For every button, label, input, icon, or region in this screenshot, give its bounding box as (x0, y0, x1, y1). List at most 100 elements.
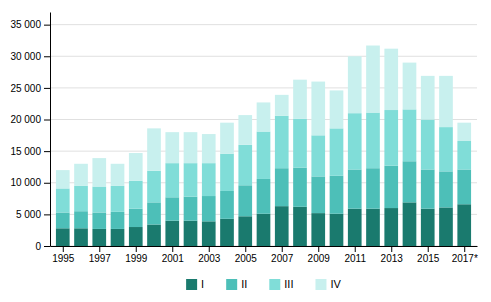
bar (129, 209, 143, 227)
bar (421, 120, 435, 170)
bar (366, 113, 380, 169)
tick: 2013 (381, 246, 404, 264)
tick: 2005 (235, 246, 258, 264)
legend-swatch (226, 279, 237, 290)
bar (348, 169, 362, 208)
tick: 25 000 (10, 83, 50, 94)
tick-mark (245, 246, 246, 252)
bar (421, 209, 435, 246)
bar (330, 214, 344, 246)
bar (165, 132, 179, 163)
tick-mark (318, 246, 319, 252)
tick-label: 2001 (162, 253, 185, 264)
bar (147, 171, 161, 203)
tick-mark (355, 246, 356, 252)
bar (74, 186, 88, 211)
bar (257, 214, 271, 246)
bar (238, 216, 252, 246)
bar (202, 134, 216, 163)
tick: 5 000 (16, 209, 50, 220)
bar (129, 153, 143, 181)
tick-mark (209, 246, 210, 252)
tick-mark (44, 246, 50, 247)
bar (74, 228, 88, 246)
bar (275, 168, 289, 206)
tick: 0 (35, 241, 50, 252)
bar (220, 191, 234, 219)
legend-item: IV (315, 278, 341, 290)
tick-label: 2005 (235, 253, 258, 264)
tick-mark (136, 246, 137, 252)
x-axis: 1995199719992001200320052007200920112013… (51, 246, 478, 264)
tick-mark (282, 246, 283, 252)
tick-label: 1999 (125, 253, 148, 264)
bar (384, 166, 398, 208)
tick-label: 2013 (381, 253, 404, 264)
legend-swatch (269, 279, 280, 290)
bar (147, 224, 161, 246)
bar (275, 206, 289, 246)
bar (92, 187, 106, 213)
tick: 2003 (198, 246, 221, 264)
bar (348, 113, 362, 169)
bar (311, 135, 325, 176)
bar (165, 197, 179, 220)
bar (384, 110, 398, 166)
bar (92, 229, 106, 246)
bar (293, 207, 307, 246)
bar (257, 102, 271, 131)
tick-mark (44, 183, 50, 184)
tick: 30 000 (10, 51, 50, 62)
bar (147, 128, 161, 170)
bar (56, 188, 70, 212)
legend-item: I (186, 278, 204, 290)
bar (293, 80, 307, 119)
bar (457, 141, 471, 169)
tick-mark (44, 214, 50, 215)
legend-item: III (269, 278, 293, 290)
bar (366, 209, 380, 246)
tick-mark (44, 151, 50, 152)
bar (421, 169, 435, 208)
bar (403, 202, 417, 246)
bar (92, 212, 106, 228)
tick: 2017* (452, 246, 478, 264)
tick-label: 5 000 (16, 209, 41, 220)
tick: 2009 (308, 246, 331, 264)
bar (403, 109, 417, 161)
grid-line (50, 56, 477, 57)
tick-mark (172, 246, 173, 252)
bar (275, 95, 289, 116)
bar (74, 211, 88, 228)
tick-mark (99, 246, 100, 252)
bar (238, 145, 252, 185)
tick-label: 15 000 (10, 146, 41, 157)
bar (184, 197, 198, 221)
axis-line (51, 246, 478, 247)
bar (275, 116, 289, 168)
bar (111, 229, 125, 246)
bar (111, 164, 125, 186)
bar (238, 115, 252, 145)
bar (439, 127, 453, 171)
bar (421, 76, 435, 120)
bar (384, 49, 398, 110)
tick-label: 2017* (452, 253, 478, 264)
bar (129, 227, 143, 246)
bar (56, 212, 70, 228)
bar (457, 204, 471, 246)
tick-mark (63, 246, 64, 252)
tick: 2015 (417, 246, 440, 264)
legend-label: I (201, 278, 204, 290)
tick: 1999 (125, 246, 148, 264)
bar (457, 123, 471, 141)
bar (439, 171, 453, 207)
bar (220, 154, 234, 191)
tick-label: 1997 (89, 253, 112, 264)
bar (202, 196, 216, 221)
tick-label: 2003 (198, 253, 221, 264)
legend-label: IV (330, 278, 341, 290)
tick-mark (44, 56, 50, 57)
bar (439, 207, 453, 246)
grid-line (50, 24, 477, 25)
